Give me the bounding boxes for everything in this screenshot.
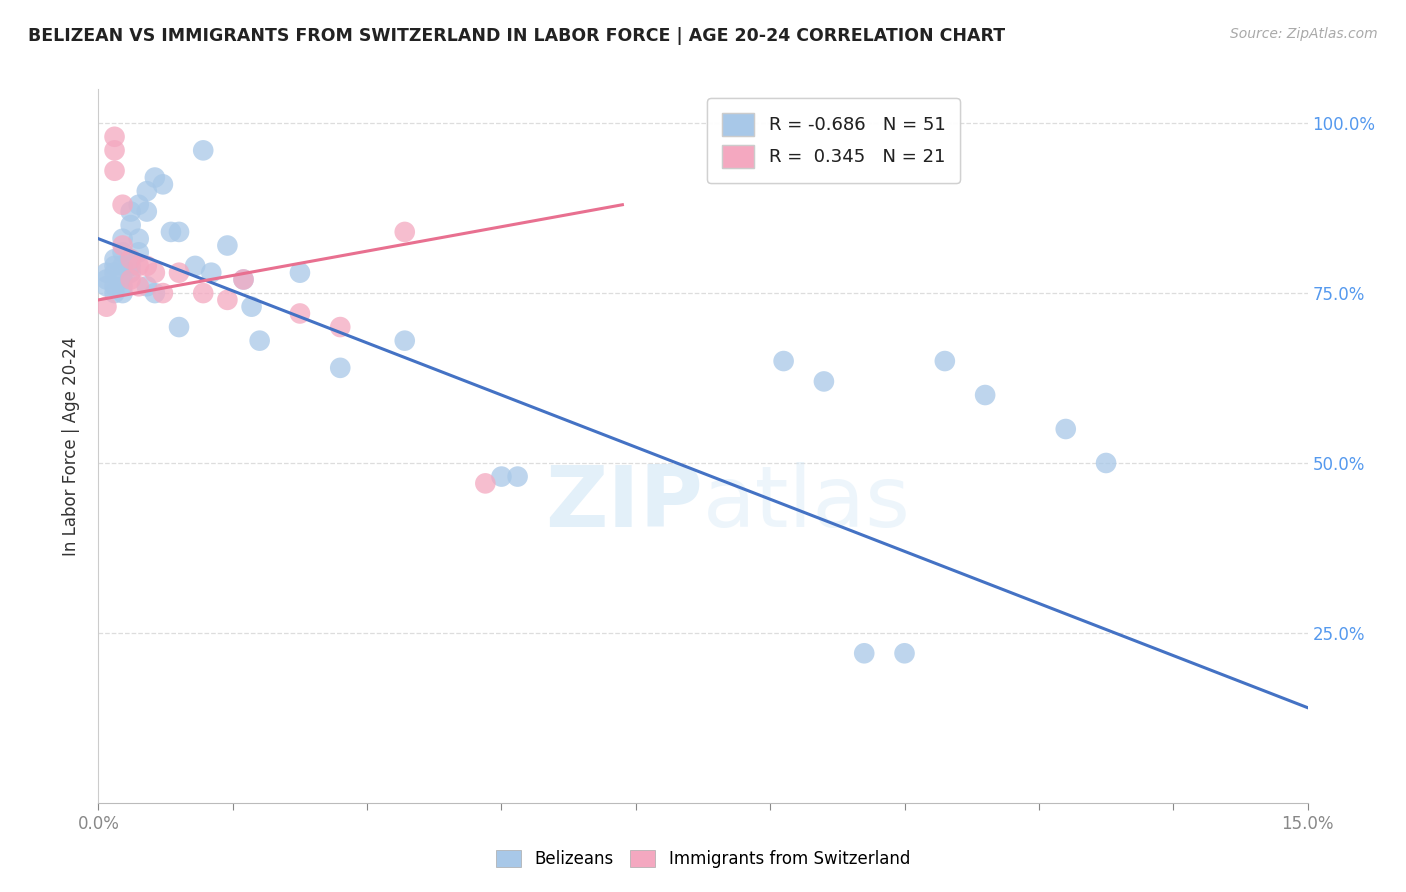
Point bbox=[1054, 422, 1077, 436]
Text: BELIZEAN VS IMMIGRANTS FROM SWITZERLAND IN LABOR FORCE | AGE 20-24 CORRELATION C: BELIZEAN VS IMMIGRANTS FROM SWITZERLAND … bbox=[28, 27, 1005, 45]
Point bbox=[288, 266, 311, 280]
Point bbox=[111, 245, 134, 260]
Point bbox=[135, 184, 157, 198]
Point bbox=[232, 272, 254, 286]
Point bbox=[103, 129, 125, 144]
Point bbox=[143, 170, 166, 185]
Point bbox=[120, 259, 142, 273]
Text: atlas: atlas bbox=[703, 461, 911, 545]
Point bbox=[111, 286, 134, 301]
Point bbox=[103, 144, 125, 158]
Point bbox=[329, 320, 352, 334]
Point bbox=[96, 300, 118, 314]
Point bbox=[184, 259, 207, 273]
Point bbox=[128, 279, 150, 293]
Point bbox=[128, 259, 150, 273]
Point bbox=[772, 354, 794, 368]
Point bbox=[232, 272, 254, 286]
Point bbox=[491, 469, 513, 483]
Point bbox=[103, 279, 125, 293]
Point bbox=[200, 266, 222, 280]
Point bbox=[120, 272, 142, 286]
Point bbox=[193, 286, 215, 301]
Point bbox=[111, 279, 134, 293]
Point bbox=[111, 259, 134, 273]
Point bbox=[135, 204, 157, 219]
Text: Source: ZipAtlas.com: Source: ZipAtlas.com bbox=[1230, 27, 1378, 41]
Point bbox=[143, 266, 166, 280]
Point bbox=[329, 360, 352, 375]
Point bbox=[934, 354, 956, 368]
Point bbox=[167, 225, 190, 239]
Point bbox=[143, 286, 166, 301]
Point bbox=[128, 232, 150, 246]
Point bbox=[103, 286, 125, 301]
Point bbox=[111, 198, 134, 212]
Point bbox=[135, 259, 157, 273]
Point bbox=[111, 238, 134, 252]
Legend: R = -0.686   N = 51, R =  0.345   N = 21: R = -0.686 N = 51, R = 0.345 N = 21 bbox=[707, 98, 960, 183]
Point bbox=[96, 279, 118, 293]
Point bbox=[135, 279, 157, 293]
Point bbox=[120, 252, 142, 266]
Text: ZIP: ZIP bbox=[546, 461, 703, 545]
Point bbox=[893, 646, 915, 660]
Point bbox=[120, 218, 142, 232]
Point bbox=[853, 646, 876, 660]
Point bbox=[193, 144, 215, 158]
Point bbox=[813, 375, 835, 389]
Point bbox=[111, 232, 134, 246]
Y-axis label: In Labor Force | Age 20-24: In Labor Force | Age 20-24 bbox=[62, 336, 80, 556]
Point bbox=[96, 266, 118, 280]
Point bbox=[120, 204, 142, 219]
Point bbox=[167, 320, 190, 334]
Point bbox=[974, 388, 997, 402]
Point bbox=[128, 198, 150, 212]
Point bbox=[1095, 456, 1118, 470]
Point bbox=[96, 272, 118, 286]
Point bbox=[152, 178, 174, 192]
Point bbox=[152, 286, 174, 301]
Legend: Belizeans, Immigrants from Switzerland: Belizeans, Immigrants from Switzerland bbox=[489, 843, 917, 875]
Point bbox=[103, 266, 125, 280]
Point bbox=[120, 266, 142, 280]
Point bbox=[217, 293, 239, 307]
Point bbox=[103, 163, 125, 178]
Point bbox=[167, 266, 190, 280]
Point bbox=[506, 469, 529, 483]
Point bbox=[103, 252, 125, 266]
Point bbox=[103, 259, 125, 273]
Point bbox=[111, 272, 134, 286]
Point bbox=[120, 252, 142, 266]
Point bbox=[217, 238, 239, 252]
Point bbox=[249, 334, 271, 348]
Point bbox=[240, 300, 263, 314]
Point bbox=[288, 306, 311, 320]
Point bbox=[474, 476, 496, 491]
Point bbox=[160, 225, 183, 239]
Point bbox=[394, 225, 416, 239]
Point bbox=[394, 334, 416, 348]
Point bbox=[128, 245, 150, 260]
